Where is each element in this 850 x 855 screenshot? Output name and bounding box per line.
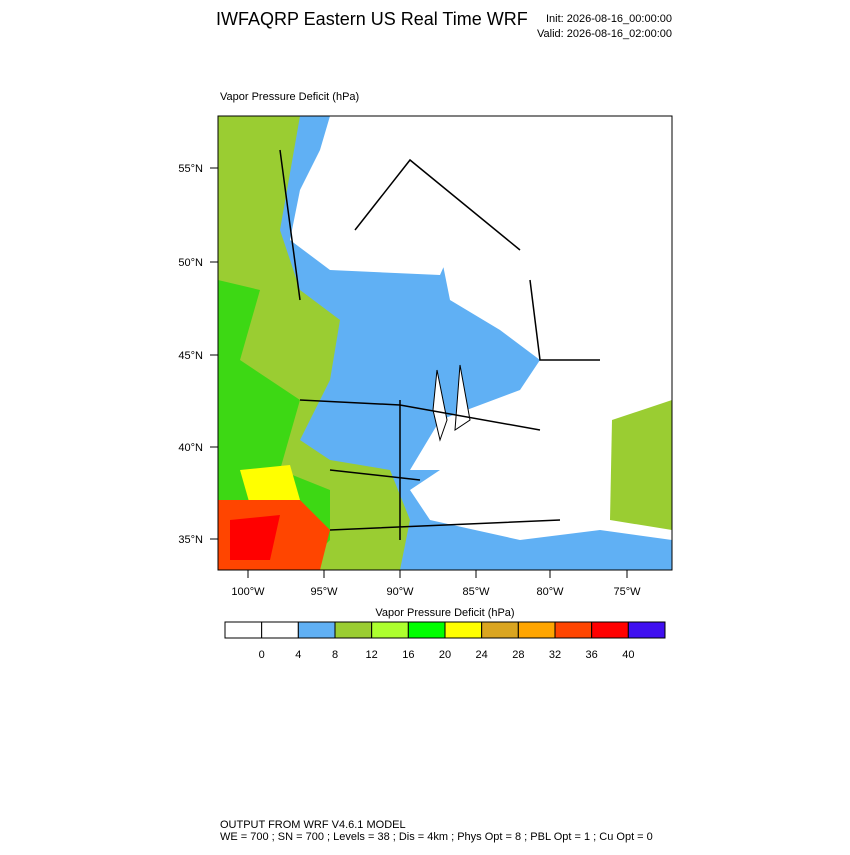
map-frame bbox=[217, 115, 673, 571]
lon-label: 80°W bbox=[536, 586, 564, 598]
colorbar-label: 20 bbox=[439, 649, 451, 661]
colorbar-box bbox=[554, 621, 593, 639]
colorbar-label: 28 bbox=[512, 649, 524, 661]
colorbar-box bbox=[224, 621, 263, 639]
region-blue bbox=[218, 116, 672, 570]
colorbar-label: 36 bbox=[586, 649, 598, 661]
map-title: Vapor Pressure Deficit (hPa) bbox=[220, 91, 359, 103]
colorbar-box bbox=[371, 621, 409, 639]
region-white bbox=[300, 116, 672, 470]
title: IWFAQRP Eastern US Real Time WRF bbox=[216, 9, 528, 29]
colorbar-label: 12 bbox=[366, 649, 378, 661]
colorbar-box bbox=[481, 621, 519, 639]
lon-label: 95°W bbox=[310, 586, 338, 598]
colorbar-box bbox=[297, 621, 336, 639]
colorbar-label: 16 bbox=[402, 649, 414, 661]
region-red2 bbox=[230, 515, 280, 560]
colorbar-box bbox=[627, 621, 666, 639]
map bbox=[218, 116, 672, 570]
colorbar-label: 40 bbox=[622, 649, 634, 661]
region-bright bbox=[218, 280, 330, 570]
lat-label: 35°N bbox=[178, 534, 203, 546]
lakes bbox=[432, 364, 471, 442]
region-yellow bbox=[240, 465, 300, 505]
valid-time: Valid: 2026-08-16_02:00:00 bbox=[537, 28, 672, 40]
region-ocean bbox=[610, 400, 672, 530]
lat-label: 45°N bbox=[178, 350, 203, 362]
init-time: Init: 2026-08-16_00:00:00 bbox=[546, 13, 672, 25]
colorbar-box bbox=[334, 621, 373, 639]
colorbar-box bbox=[517, 621, 556, 639]
colorbar-label: 4 bbox=[295, 649, 301, 661]
colorbar-label: 32 bbox=[549, 649, 561, 661]
colorbar-box bbox=[591, 621, 629, 639]
lon-label: 75°W bbox=[613, 586, 641, 598]
lon-label: 90°W bbox=[386, 586, 414, 598]
lon-label: 100°W bbox=[231, 586, 265, 598]
colorbar-label: 24 bbox=[476, 649, 488, 661]
lat-label: 55°N bbox=[178, 163, 203, 175]
lat-label: 50°N bbox=[178, 257, 203, 269]
colorbar: 0 4 8 12 16 20 24 28 32 36 40 bbox=[224, 621, 666, 661]
colorbar-label: 0 bbox=[259, 649, 265, 661]
colorbar-box bbox=[444, 621, 483, 639]
colorbar-label: 8 bbox=[332, 649, 338, 661]
footer-line1: OUTPUT FROM WRF V4.6.1 MODEL bbox=[220, 819, 406, 831]
ticks: 55°N 50°N 45°N 40°N 35°N 100°W 95°W 90°W 85°W 80°… bbox=[178, 163, 641, 598]
colorbar-title: Vapor Pressure Deficit (hPa) bbox=[375, 607, 514, 619]
lon-label: 85°W bbox=[462, 586, 490, 598]
colorbar-box bbox=[261, 621, 299, 639]
borders bbox=[279, 149, 600, 540]
footer-line2: WE = 700 ; SN = 700 ; Levels = 38 ; Dis … bbox=[220, 831, 653, 843]
colorbar-box bbox=[407, 621, 446, 639]
lat-label: 40°N bbox=[178, 442, 203, 454]
